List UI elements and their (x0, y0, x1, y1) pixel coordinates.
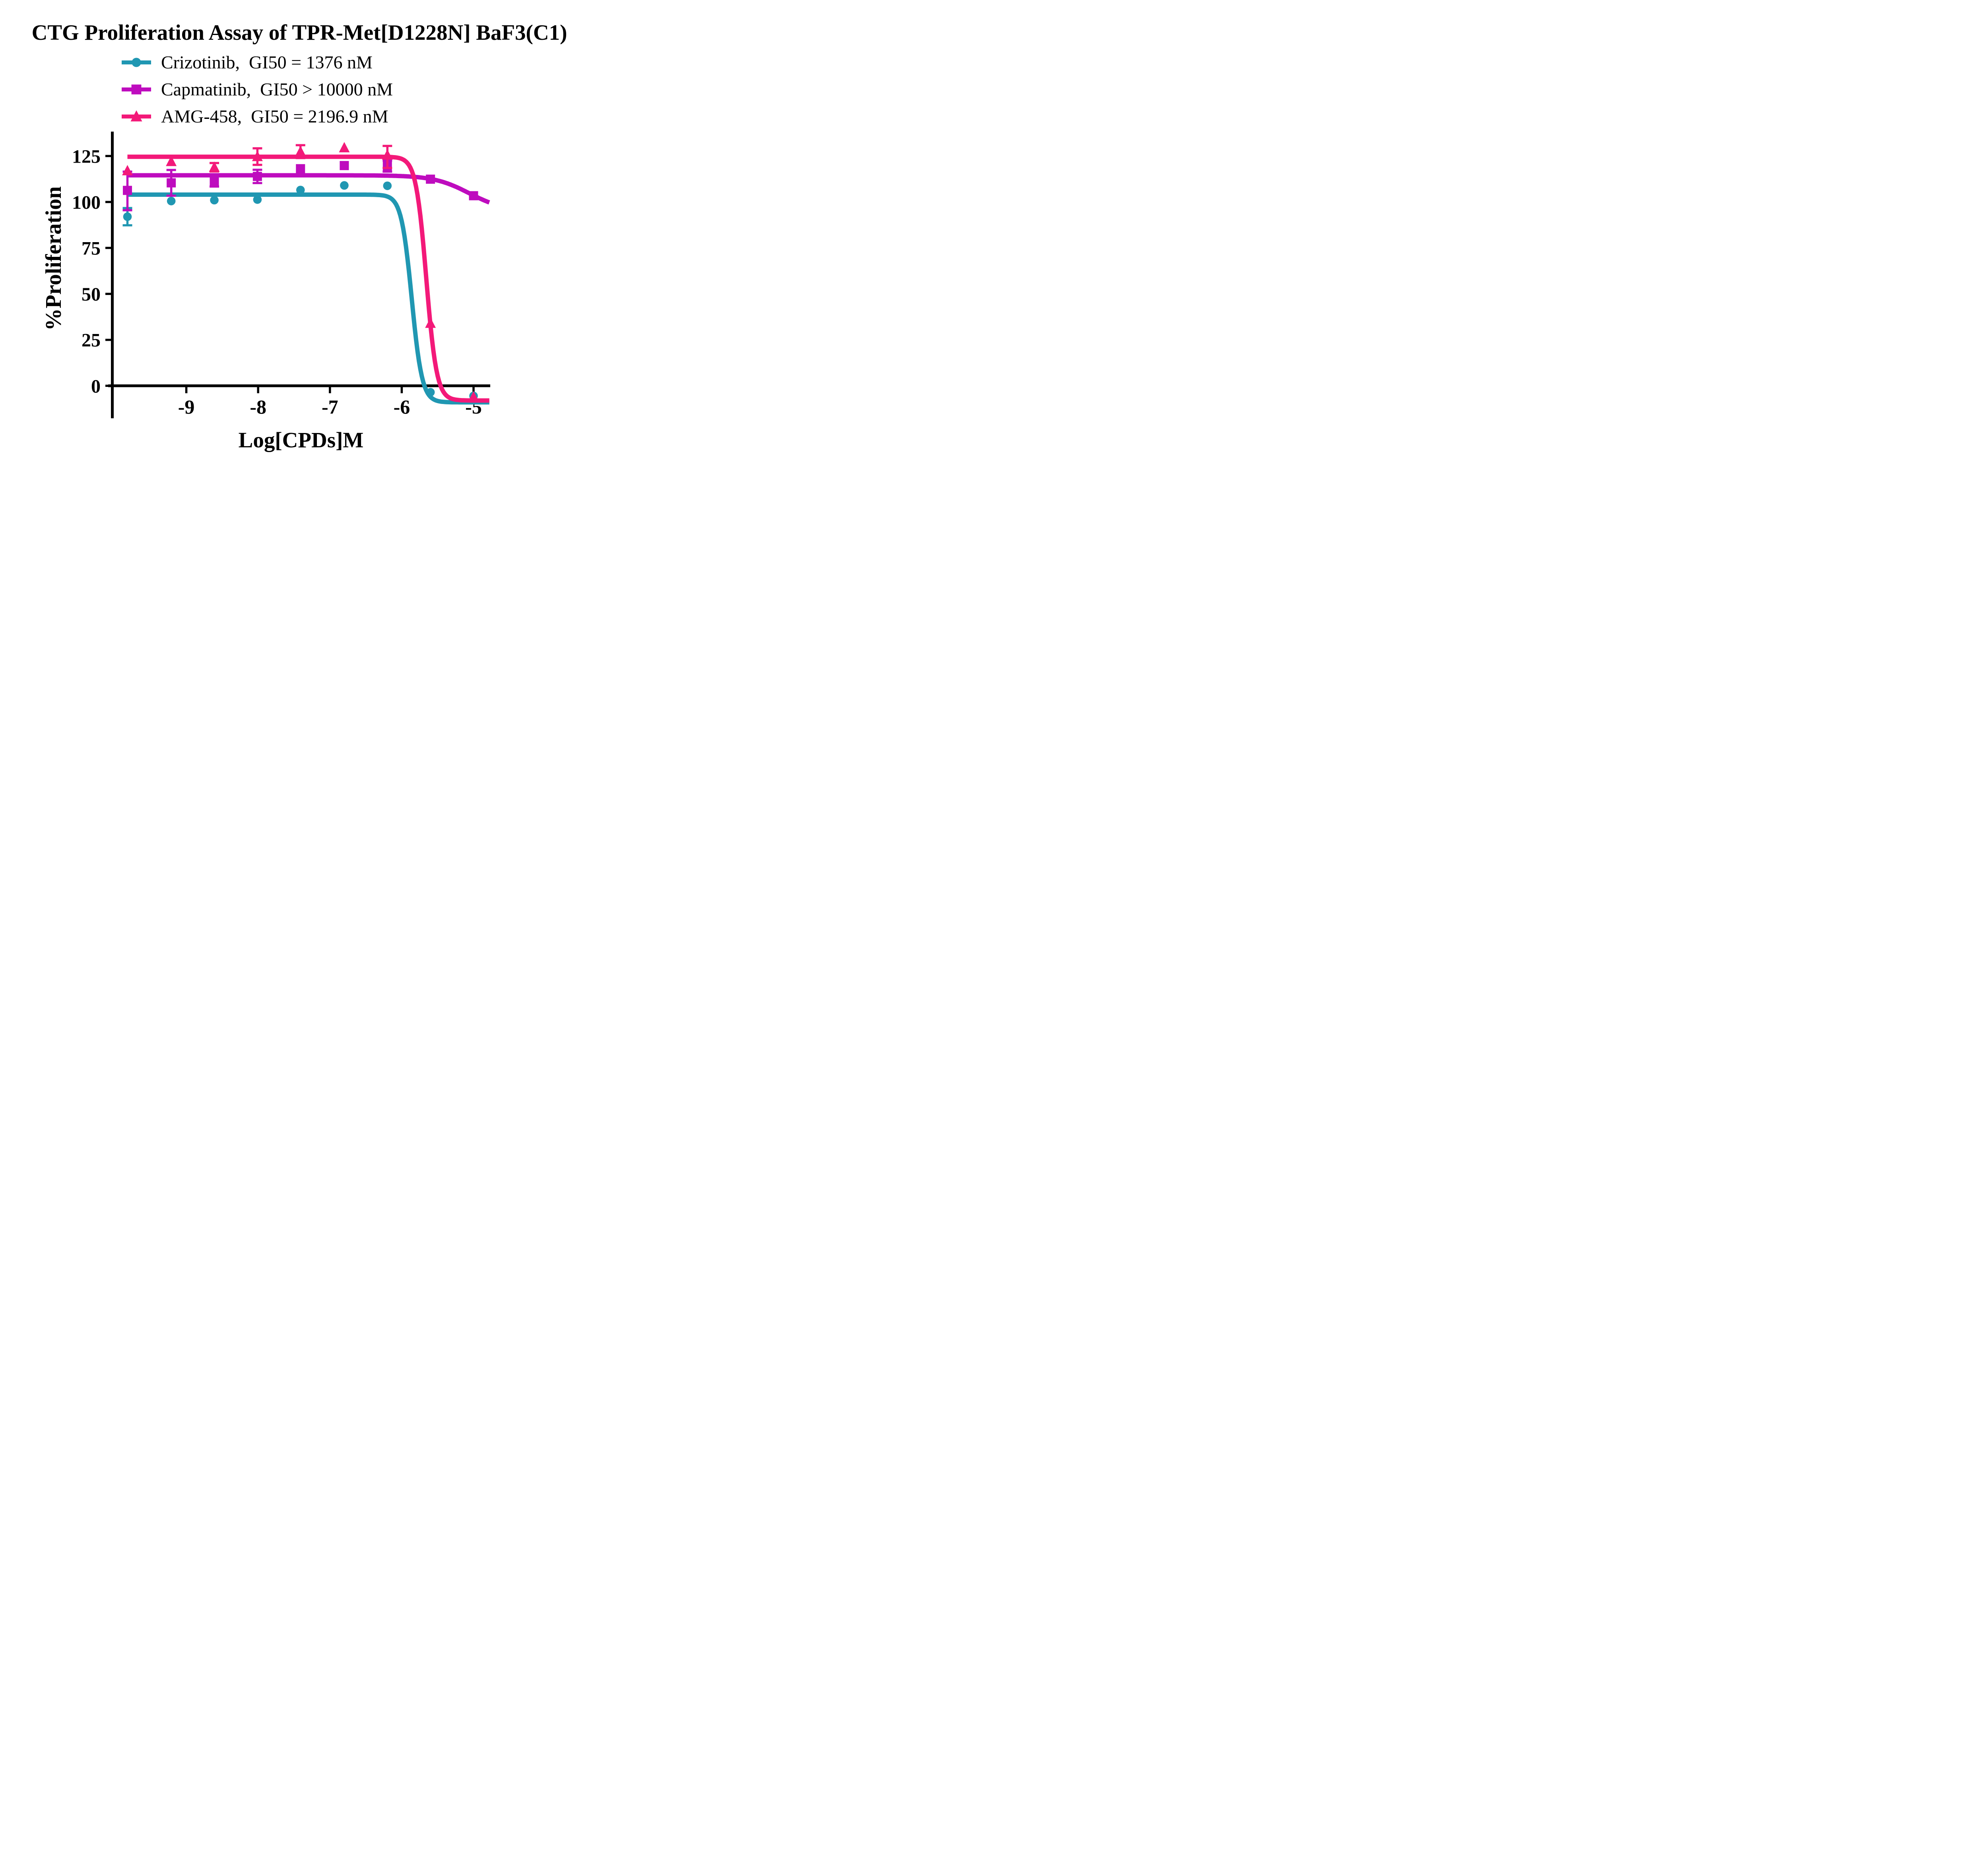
legend-label-capmatinib: Capmatinib, GI50 > 10000 nM (161, 79, 393, 99)
legend-label-amg458: AMG-458, GI50 = 2196.9 nM (161, 106, 388, 126)
svg-text:-9: -9 (178, 396, 195, 418)
crizotinib-circle-marker-icon (120, 51, 152, 74)
legend-row-crizotinib: Crizotinib, GI50 = 1376 nM (120, 49, 393, 76)
svg-text:25: 25 (82, 330, 101, 351)
legend-row-amg458: AMG-458, GI50 = 2196.9 nM (120, 103, 393, 130)
svg-text:-7: -7 (322, 396, 338, 418)
svg-text:0: 0 (91, 376, 101, 397)
legend-row-capmatinib: Capmatinib, GI50 > 10000 nM (120, 76, 393, 103)
dose-response-figure: CTG Proliferation Assay of TPR-Met[D1228… (0, 0, 599, 466)
svg-text:-8: -8 (250, 396, 266, 418)
svg-text:100: 100 (72, 192, 101, 213)
svg-text:-6: -6 (394, 396, 410, 418)
svg-text:125: 125 (72, 146, 101, 167)
capmatinib-square-marker-icon (120, 78, 152, 101)
x-axis-title: Log[CPDs]M (238, 428, 364, 452)
svg-text:75: 75 (82, 238, 101, 259)
svg-text:50: 50 (82, 284, 101, 305)
legend-label-crizotinib: Crizotinib, GI50 = 1376 nM (161, 52, 373, 72)
chart-title: CTG Proliferation Assay of TPR-Met[D1228… (31, 20, 567, 45)
amg458-triangle-marker-icon (120, 105, 152, 128)
legend: Crizotinib, GI50 = 1376 nM Capmatinib, G… (120, 49, 393, 130)
